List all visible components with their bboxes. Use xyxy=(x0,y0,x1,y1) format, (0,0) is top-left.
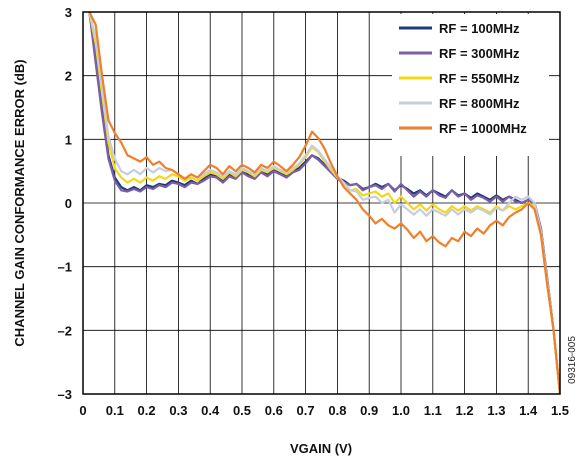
y-tick-label: –1 xyxy=(58,260,72,275)
x-tick-label: 0.7 xyxy=(297,403,315,418)
legend-label: RF = 1000MHz xyxy=(439,121,527,136)
x-tick-labels: 0 0.1 0.2 0.3 0.4 0.5 0.6 0.7 0.8 0.9 1.0 1.1 1.2 1.3… xyxy=(79,403,569,418)
grid xyxy=(83,12,560,394)
x-tick-label: 1.5 xyxy=(551,403,569,418)
legend-label: RF = 550MHz xyxy=(439,71,520,86)
x-tick-label: 1.3 xyxy=(487,403,505,418)
series-layer xyxy=(88,12,560,394)
y-tick-label: –2 xyxy=(58,323,72,338)
x-tick-label: 0.8 xyxy=(328,403,346,418)
x-tick-label: 0.9 xyxy=(360,403,378,418)
legend: RF = 100MHz RF = 300MHz RF = 550MHz RF = 80… xyxy=(392,14,549,156)
series-line xyxy=(88,12,560,394)
legend-label: RF = 300MHz xyxy=(439,46,520,61)
y-tick-label: 0 xyxy=(65,196,72,211)
series-line xyxy=(88,12,560,394)
y-tick-labels: 3 2 1 0 –1 –2 –3 xyxy=(58,5,72,402)
plot-frame xyxy=(82,11,561,395)
y-axis-title: CHANNEL GAIN CONFORMANCE ERROR (dB) xyxy=(12,59,27,346)
x-axis-title: VGAIN (V) xyxy=(290,441,352,456)
y-tick-label: –3 xyxy=(58,387,72,402)
legend-background xyxy=(392,14,549,156)
series-line xyxy=(88,12,560,394)
y-tick-label: 3 xyxy=(65,5,72,20)
x-tick-label: 0.6 xyxy=(265,403,283,418)
x-tick-label: 0.5 xyxy=(233,403,251,418)
series-line xyxy=(88,12,560,394)
x-tick-label: 0 xyxy=(79,403,86,418)
figure-id: 09316-005 xyxy=(567,336,578,384)
legend-label: RF = 800MHz xyxy=(439,96,520,111)
x-tick-label: 0.3 xyxy=(169,403,187,418)
y-tick-label: 2 xyxy=(65,69,72,84)
x-tick-label: 1.2 xyxy=(456,403,474,418)
legend-label: RF = 100MHz xyxy=(439,21,520,36)
x-tick-label: 1.4 xyxy=(519,403,538,418)
x-tick-label: 0.4 xyxy=(201,403,220,418)
y-tick-label: 1 xyxy=(65,132,72,147)
x-tick-label: 1.1 xyxy=(424,403,442,418)
x-tick-label: 0.1 xyxy=(106,403,124,418)
x-tick-label: 0.2 xyxy=(138,403,156,418)
x-tick-label: 1.0 xyxy=(392,403,410,418)
